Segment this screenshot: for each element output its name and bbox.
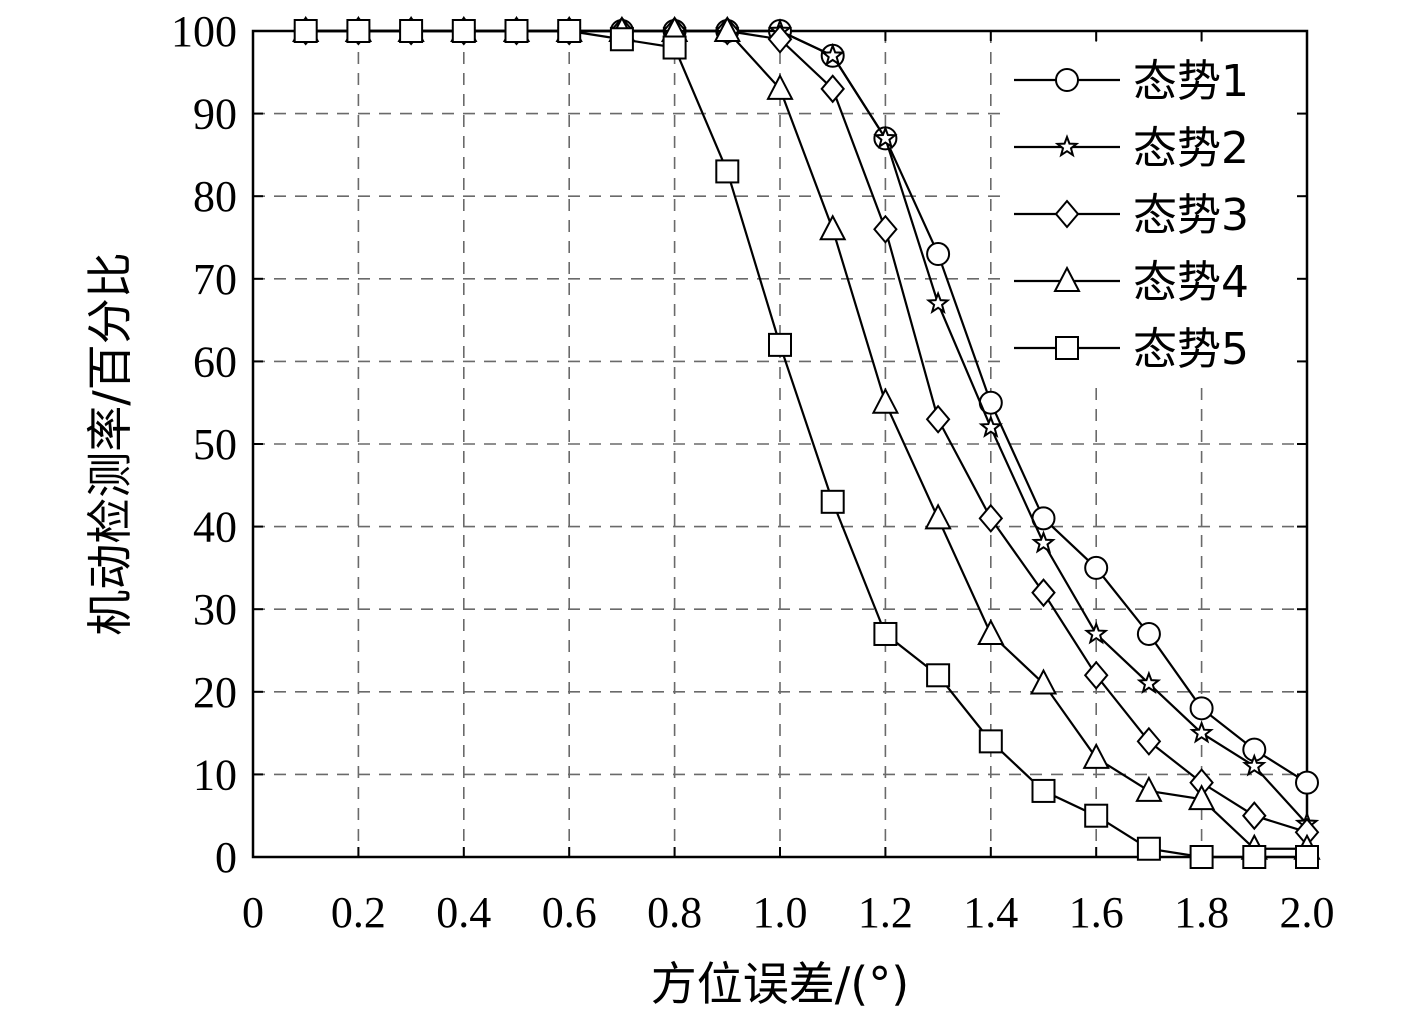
star-marker [820, 42, 845, 67]
star-marker [1083, 621, 1109, 645]
legend-label: 态势2 [1133, 123, 1249, 174]
square-marker [1084, 803, 1109, 828]
star-marker [1189, 720, 1214, 744]
y-tick-label: 60 [193, 337, 237, 386]
x-tick-label: 0 [242, 888, 264, 937]
star-marker [1242, 753, 1267, 777]
square-marker [557, 19, 582, 43]
series-group [292, 15, 1321, 869]
x-tick-label: 1.6 [1069, 888, 1124, 937]
triangle-marker [1135, 775, 1163, 802]
circle-marker [1189, 696, 1214, 721]
y-tick-label: 0 [215, 833, 237, 882]
x-tick-label: 0.2 [331, 888, 386, 937]
diamond-marker [873, 214, 898, 244]
x-tick-label: 0.4 [436, 888, 491, 937]
star-marker [1136, 670, 1162, 694]
diamond-marker [978, 503, 1004, 533]
square-marker [768, 332, 792, 357]
legend-item-2: 态势2 [1014, 123, 1249, 174]
y-tick-label: 30 [193, 585, 237, 634]
x-tick-label: 0.8 [647, 888, 702, 937]
circle-marker [1295, 770, 1319, 795]
diamond-marker [1031, 578, 1056, 608]
y-tick-label: 100 [171, 7, 237, 56]
diamond-marker [1083, 660, 1109, 690]
x-axis-label: 方位误差/(°) [651, 957, 909, 1011]
triangle-marker [977, 618, 1005, 645]
y-tick-label: 70 [193, 255, 237, 304]
x-tick-label: 1.8 [1174, 888, 1229, 937]
x-tick-label: 1.2 [858, 888, 913, 937]
legend-label: 态势4 [1133, 257, 1249, 308]
legend: 态势1 态势2 态势3 态势4 态势5 [1004, 42, 1296, 387]
square-marker [1242, 845, 1267, 869]
triangle-marker [924, 503, 952, 530]
legend-item-3: 态势3 [1014, 190, 1249, 241]
y-tick-label: 90 [193, 90, 237, 139]
star-marker [978, 414, 1004, 438]
square-marker [820, 489, 845, 514]
square-marker [1055, 336, 1079, 360]
x-tick-label: 2.0 [1280, 888, 1335, 937]
star-marker [1031, 530, 1056, 554]
diamond-marker [1054, 199, 1080, 229]
square-marker [1295, 845, 1319, 869]
square-marker [662, 35, 687, 60]
triangle-marker [819, 214, 847, 241]
star-marker [925, 290, 951, 314]
circle-marker [1084, 555, 1109, 580]
square-marker [504, 19, 529, 43]
legend-item-1: 态势1 [1014, 56, 1249, 107]
square-marker [715, 159, 740, 184]
diamond-marker [925, 404, 951, 434]
square-marker [873, 621, 898, 646]
legend-label: 态势5 [1133, 324, 1249, 375]
square-marker [1189, 845, 1214, 869]
triangle-marker [1187, 784, 1216, 811]
triangle-marker [713, 15, 741, 42]
triangle-marker [766, 73, 794, 100]
diamond-marker [820, 74, 846, 104]
square-marker [1031, 778, 1056, 803]
triangle-marker [1053, 265, 1081, 292]
circle-marker [1055, 68, 1079, 92]
legend-item-4: 态势4 [1014, 257, 1249, 308]
square-marker [399, 19, 424, 43]
legend-label: 态势1 [1133, 56, 1249, 107]
y-tick-label: 10 [193, 750, 237, 799]
triangle-marker [1029, 668, 1058, 695]
circle-marker [926, 242, 951, 267]
square-marker [451, 19, 476, 43]
legend-label: 态势3 [1133, 190, 1249, 241]
square-marker [609, 27, 634, 52]
diamond-marker [1136, 726, 1162, 756]
diamond-marker [1241, 801, 1267, 831]
square-marker [293, 19, 318, 43]
triangle-marker [871, 387, 900, 414]
x-tick-label: 0.6 [542, 888, 597, 937]
y-tick-label: 50 [193, 420, 237, 469]
diamond-marker [767, 24, 793, 54]
series-5 [293, 19, 1319, 869]
y-tick-label: 40 [193, 503, 237, 552]
star-marker [873, 125, 898, 149]
circle-marker [1136, 621, 1161, 646]
y-axis-label: 机动检测率/百分比 [83, 252, 137, 636]
axis-ticks: 0 0.2 0.4 0.6 0.8 1.0 1.2 1.4 1.6 1.8 2.0 0 10 20 30 40… [171, 7, 1335, 937]
legend-item-5: 态势5 [1014, 324, 1249, 375]
x-tick-label: 1.0 [753, 888, 808, 937]
y-tick-label: 80 [193, 172, 237, 221]
square-marker [346, 19, 371, 43]
square-marker [1136, 836, 1161, 861]
y-tick-label: 20 [193, 668, 237, 717]
star-marker [1054, 134, 1080, 158]
x-tick-label: 1.4 [963, 888, 1018, 937]
square-marker [978, 729, 1003, 754]
square-marker [926, 663, 951, 688]
triangle-marker [1082, 742, 1110, 769]
